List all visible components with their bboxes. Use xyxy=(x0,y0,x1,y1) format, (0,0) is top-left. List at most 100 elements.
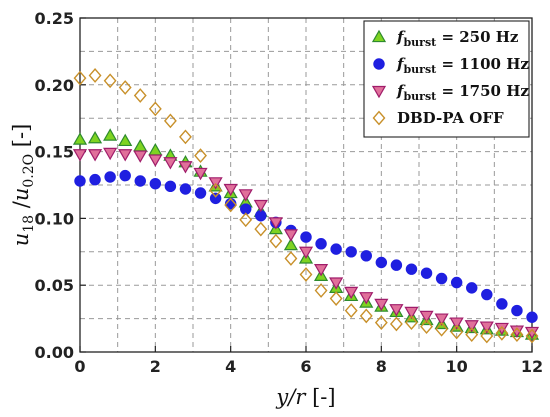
data-point xyxy=(72,149,88,162)
data-point xyxy=(420,267,433,279)
data-point xyxy=(375,256,388,269)
data-point xyxy=(479,321,494,334)
data-point xyxy=(73,70,87,86)
x-tick-label: 0 xyxy=(74,357,85,376)
data-point xyxy=(118,149,133,162)
data-point xyxy=(223,183,238,197)
x-tick-label: 4 xyxy=(225,357,236,376)
data-point xyxy=(299,267,313,282)
data-point xyxy=(103,128,118,141)
x-axis-title: y/r [-] xyxy=(275,385,335,409)
data-point xyxy=(329,291,343,306)
data-point xyxy=(434,313,449,326)
legend-marker xyxy=(372,110,386,126)
data-point xyxy=(450,324,464,340)
data-point xyxy=(420,319,433,335)
data-point xyxy=(345,246,357,258)
data-point xyxy=(374,298,389,312)
data-point xyxy=(134,175,146,187)
data-point xyxy=(209,192,222,205)
data-point xyxy=(74,175,86,187)
data-point xyxy=(224,197,238,213)
data-point xyxy=(268,217,283,230)
data-point xyxy=(148,143,163,156)
data-point xyxy=(193,167,208,181)
y-tick-label: 0.05 xyxy=(35,276,74,295)
legend-box xyxy=(363,20,530,138)
data-point xyxy=(87,130,103,144)
data-point xyxy=(238,189,253,202)
data-point xyxy=(496,298,508,310)
data-point xyxy=(510,327,524,343)
x-tick-label: 10 xyxy=(446,357,468,376)
data-point xyxy=(511,304,523,317)
data-point xyxy=(526,311,538,323)
axis-ticks: 0 2 4 6 8 10 12 0.00 0.05 0.10 0.15 0.20 0.25 xyxy=(35,9,544,376)
data-point xyxy=(118,80,132,95)
data-point xyxy=(330,243,342,255)
data-point xyxy=(300,231,312,243)
y-tick-label: 0.25 xyxy=(35,9,74,28)
y-tick-label: 0.15 xyxy=(35,143,74,162)
data-point xyxy=(103,147,118,161)
data-point xyxy=(360,250,372,262)
series-2 xyxy=(72,147,540,340)
data-point xyxy=(72,132,88,145)
data-point xyxy=(148,154,163,167)
y-tick-label: 0.10 xyxy=(35,209,74,228)
y-tick-label: 0.20 xyxy=(35,76,74,95)
series-layer xyxy=(72,68,540,344)
data-point xyxy=(344,303,358,318)
data-point xyxy=(194,187,207,199)
data-point xyxy=(119,169,131,182)
y-axis-title: u18 /u0.2O [-] xyxy=(9,124,37,247)
data-point xyxy=(118,133,133,147)
data-point xyxy=(404,306,419,320)
data-point xyxy=(239,212,253,228)
data-point xyxy=(315,238,327,250)
data-point xyxy=(88,68,102,83)
data-point xyxy=(283,229,299,242)
data-point xyxy=(435,272,448,285)
data-point xyxy=(389,304,404,317)
data-point xyxy=(419,310,434,324)
legend-label: fburst = 250 Hz xyxy=(396,28,519,49)
data-point xyxy=(359,292,374,305)
data-point xyxy=(133,150,148,163)
data-point xyxy=(194,148,207,163)
data-point xyxy=(466,282,478,294)
data-point xyxy=(269,233,283,249)
data-point xyxy=(449,317,464,330)
data-point xyxy=(178,161,193,174)
data-point xyxy=(164,180,177,193)
legend-marker xyxy=(373,58,385,70)
data-point xyxy=(179,183,192,195)
data-point xyxy=(329,277,344,290)
data-point xyxy=(209,182,223,198)
data-point xyxy=(435,321,449,337)
data-point xyxy=(344,286,359,300)
series-3 xyxy=(73,68,539,344)
data-point xyxy=(284,251,298,266)
legend: fburst = 250 Hz fburst = 1100 Hz fburst = … xyxy=(363,20,530,138)
data-point xyxy=(149,177,162,190)
data-point xyxy=(148,101,162,117)
data-point xyxy=(163,113,177,129)
data-point xyxy=(464,320,479,333)
data-point xyxy=(495,325,509,341)
data-point xyxy=(179,129,192,145)
data-point xyxy=(389,316,403,332)
x-tick-label: 6 xyxy=(300,357,311,376)
data-point xyxy=(359,308,373,324)
data-point xyxy=(283,237,299,251)
legend-label: DBD-PA OFF xyxy=(397,109,504,127)
data-point xyxy=(405,263,418,275)
data-point xyxy=(494,322,509,336)
legend-marker xyxy=(371,85,387,99)
data-point xyxy=(103,73,117,89)
data-point xyxy=(104,171,116,183)
legend-label: fburst = 1750 Hz xyxy=(396,82,529,103)
data-point xyxy=(298,246,314,260)
legend-marker xyxy=(371,29,387,43)
